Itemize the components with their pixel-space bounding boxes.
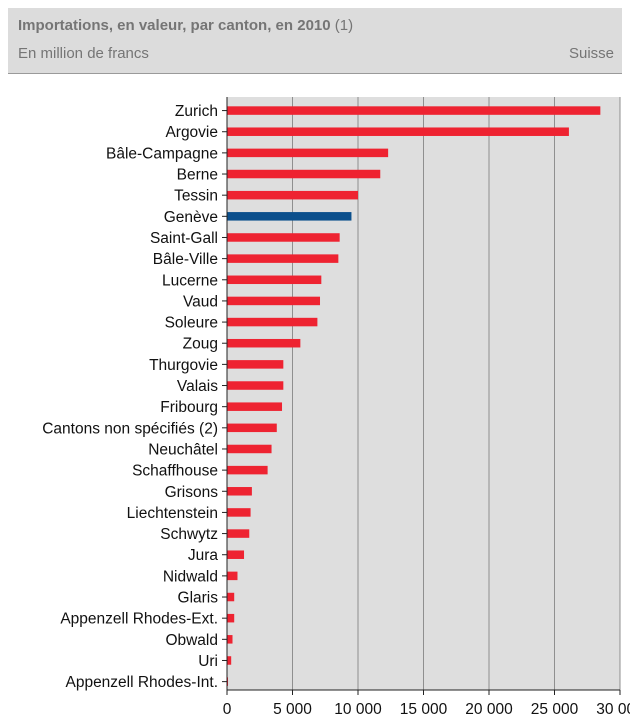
category-label: Neuchâtel	[148, 441, 218, 458]
bar	[227, 613, 235, 623]
bar	[227, 402, 283, 411]
category-label: Nidwald	[163, 568, 218, 585]
chart-region: Suisse	[568, 45, 614, 62]
bar	[227, 317, 318, 327]
category-label: Appenzell Rhodes-Int.	[65, 674, 218, 691]
category-label: Uri	[198, 653, 218, 670]
bar	[227, 190, 358, 200]
category-label: Obwald	[165, 632, 218, 649]
bar	[227, 487, 252, 496]
x-tick-label: 30 000	[596, 701, 630, 715]
category-label: Fribourg	[160, 399, 218, 416]
bar	[227, 169, 381, 179]
bar	[227, 381, 284, 390]
x-tick-label: 5 000	[273, 701, 312, 715]
category-label: Grisons	[165, 484, 219, 501]
category-label: Bâle-Ville	[153, 251, 218, 268]
category-label: Tessin	[174, 188, 218, 205]
bar	[227, 592, 235, 602]
chart-title-main: Importations, en valeur, par canton, en …	[18, 17, 331, 34]
category-label: Appenzell Rhodes-Ext.	[60, 611, 218, 628]
x-tick-label: 0	[223, 701, 232, 715]
category-label: Schwytz	[160, 526, 218, 543]
category-label: Liechtenstein	[127, 505, 218, 522]
bar	[227, 106, 601, 115]
bar	[227, 296, 321, 306]
category-label: Argovie	[165, 124, 218, 141]
bar	[227, 148, 389, 158]
chart-title-note: (1)	[334, 17, 354, 34]
bar	[227, 635, 233, 644]
category-label: Zurich	[175, 103, 218, 120]
bar	[227, 550, 245, 559]
bar	[227, 254, 339, 263]
x-tick-label: 20 000	[465, 701, 513, 715]
bar	[227, 360, 284, 369]
category-label: Vaud	[183, 293, 218, 310]
bar	[227, 423, 277, 433]
category-label: Zoug	[183, 336, 218, 353]
bar	[227, 233, 340, 242]
bar	[227, 338, 301, 348]
category-label: Bâle-Campagne	[106, 145, 218, 162]
category-label: Cantons non spécifiés (2)	[42, 420, 218, 437]
bar	[227, 275, 322, 285]
bar-highlight	[227, 212, 352, 221]
category-label: Saint-Gall	[150, 230, 218, 247]
bar	[227, 127, 569, 136]
category-label: Thurgovie	[149, 357, 218, 374]
bar	[227, 656, 232, 665]
x-tick-label: 15 000	[400, 701, 448, 715]
bar	[227, 571, 238, 581]
x-tick-label: 25 000	[531, 701, 579, 715]
category-label: Jura	[188, 547, 219, 564]
x-tick-label: 10 000	[334, 701, 382, 715]
category-label: Lucerne	[162, 272, 218, 289]
category-label: Valais	[177, 378, 218, 395]
category-label: Schaffhouse	[132, 463, 218, 480]
bar	[227, 444, 272, 454]
bar	[227, 508, 251, 517]
category-label: Berne	[177, 167, 218, 184]
chart-title: Importations, en valeur, par canton, en …	[18, 17, 353, 34]
chart-header: Importations, en valeur, par canton, en …	[8, 8, 622, 74]
bar	[227, 465, 268, 475]
category-label: Genève	[164, 209, 218, 226]
chart-unit: En million de francs	[18, 45, 149, 62]
category-label: Soleure	[165, 315, 218, 332]
category-label: Glaris	[178, 590, 219, 607]
bar	[227, 529, 250, 538]
